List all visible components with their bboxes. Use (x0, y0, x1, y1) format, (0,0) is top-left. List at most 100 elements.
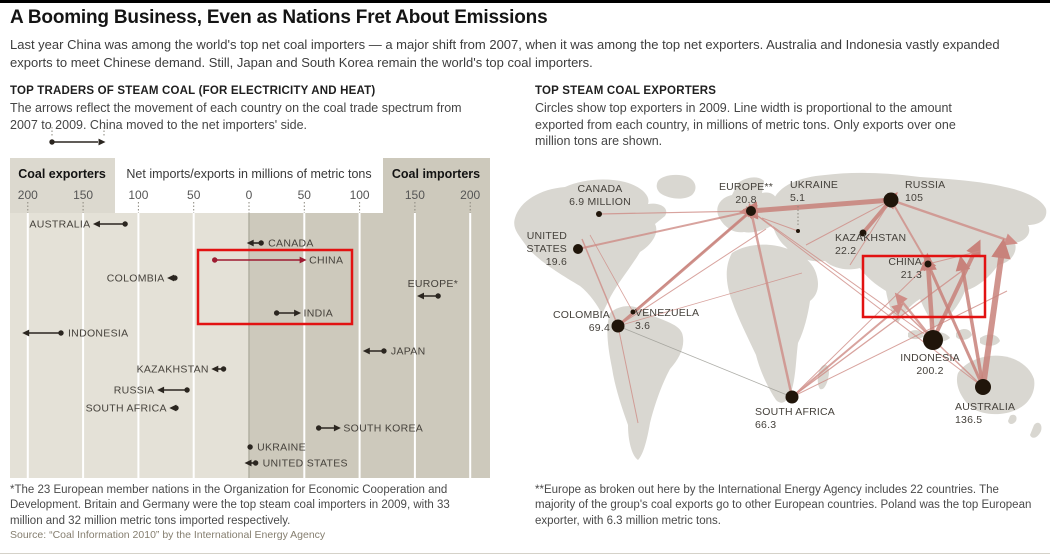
trade-flow-line (598, 210, 752, 215)
left-panel-description: The arrows reflect the movement of each … (10, 101, 462, 132)
trade-flow-line (617, 325, 793, 398)
exporter-node-ukraine (796, 229, 800, 233)
source-line: Source: “Coal Information 2010” by the I… (10, 529, 326, 541)
country-label: UKRAINE (257, 442, 306, 454)
country-label: KAZAKHSTAN (137, 364, 209, 376)
trade-flow-line (805, 199, 892, 246)
trade-flow-line (577, 210, 752, 250)
grid-line (82, 213, 85, 478)
country-label: COLOMBIA (107, 273, 165, 285)
country-start-dot (212, 257, 218, 263)
trade-flow-line (750, 197, 892, 214)
grid-line (413, 213, 416, 478)
map-label-south-africa: SOUTH AFRICA (755, 406, 835, 418)
map-label-indonesia: 200.2 (916, 365, 943, 377)
exporters-header: Coal exporters (18, 167, 106, 181)
map-label-ukraine: UKRAINE (790, 179, 838, 191)
tick-label: 0 (246, 188, 253, 202)
country-arrowhead-icon (22, 329, 30, 337)
axis-title: Net imports/exports in millions of metri… (126, 167, 371, 181)
zero-line (248, 213, 250, 478)
exporter-node-europe (746, 206, 756, 216)
country-arrowhead-icon (294, 309, 302, 317)
flow-arrowhead-icon (894, 292, 908, 307)
trade-flow-line (925, 263, 936, 341)
map-label-colombia: COLOMBIA (553, 309, 610, 321)
country-start-dot (381, 348, 387, 354)
country-arrowhead-icon (333, 424, 341, 432)
trade-flow-line (890, 198, 1011, 243)
country-label: EUROPE* (408, 278, 459, 290)
country-arrowhead-icon (244, 459, 252, 467)
country-arrowhead-icon (246, 239, 254, 247)
trade-flow-line (617, 228, 767, 327)
trade-flow-line (849, 199, 892, 266)
tick-label: 50 (187, 188, 201, 202)
map-label-united-states: 19.6 (546, 256, 567, 268)
country-start-dot (220, 366, 227, 372)
country-arrowhead-icon (417, 292, 425, 300)
trade-flow-line (960, 264, 985, 388)
exporter-node-south-africa (785, 390, 799, 404)
bottom-rule (0, 553, 1050, 554)
importers-header-band (383, 158, 490, 213)
left-panel-heading: TOP TRADERS OF STEAM COAL (FOR ELECTRICI… (10, 85, 376, 97)
china-india-highlight-box (196, 248, 354, 326)
map-label-united-states: UNITED (527, 230, 568, 242)
trade-flow-line (617, 272, 803, 327)
grid-line (192, 213, 195, 478)
map-label-venezuela: 3.6 (635, 320, 650, 332)
exporter-node-united-states (573, 244, 583, 254)
grid-line (469, 213, 472, 478)
exporter-node-venezuela (630, 309, 636, 315)
country-start-dot (58, 330, 64, 336)
country-label: CANADA (268, 238, 314, 250)
landmass (726, 244, 818, 403)
map-label-canada: 6.9 MILLION (569, 196, 631, 208)
legend-arrowhead-icon (98, 138, 106, 146)
trade-flow-line (749, 210, 794, 398)
exporter-node-colombia (611, 319, 625, 333)
tick-label: 200 (18, 188, 38, 202)
tick-label: 150 (73, 188, 93, 202)
country-start-dot (315, 425, 322, 431)
grid-line (137, 213, 140, 478)
trade-flow-line (617, 209, 752, 328)
country-label: RUSSIA (114, 385, 155, 397)
country-start-dot (273, 310, 280, 316)
country-label: AUSTRALIA (29, 219, 90, 231)
right-panel-heading: TOP STEAM COAL EXPORTERS (535, 85, 717, 97)
trade-flow-line (581, 238, 619, 327)
country-start-dot (435, 293, 441, 299)
china-highlight-box (861, 254, 987, 319)
flow-arrowhead-icon (891, 303, 904, 315)
landmass (1008, 414, 1017, 424)
country-start-dot (122, 221, 128, 227)
trade-flow-line (750, 210, 934, 341)
exporters-header-band (10, 158, 115, 213)
exporter-node-indonesia (923, 330, 943, 350)
country-start-dot (247, 444, 253, 450)
exporter-node-kazakhstan (859, 229, 867, 237)
map-label-south-africa: 66.3 (755, 419, 776, 431)
coal-trade-spectrum-chart: 200 150 100 50 0 50 100 150 200 Coal exporters Coa… (10, 158, 490, 478)
country-arrowhead-icon (362, 347, 370, 355)
country-label: JAPAN (391, 346, 426, 358)
map-label-russia: RUSSIA (905, 179, 945, 191)
trade-flow-line (761, 217, 799, 232)
tick-label: 100 (128, 188, 148, 202)
tick-label: 150 (405, 188, 425, 202)
country-arrowhead-icon (299, 256, 307, 264)
right-panel-description: Circles show top exporters in 2009. Line… (535, 101, 956, 148)
trade-flow-line (931, 248, 978, 341)
legend-start-dot (49, 139, 55, 145)
map-label-europe: EUROPE** (719, 181, 773, 193)
country-label: CHINA (309, 255, 343, 267)
trade-flow-line (791, 264, 971, 398)
flow-arrowhead-icon (966, 239, 981, 258)
tick-label: 100 (350, 188, 370, 202)
flow-arrowhead-icon (1003, 233, 1018, 246)
map-label-europe: 20.8 (735, 194, 756, 206)
